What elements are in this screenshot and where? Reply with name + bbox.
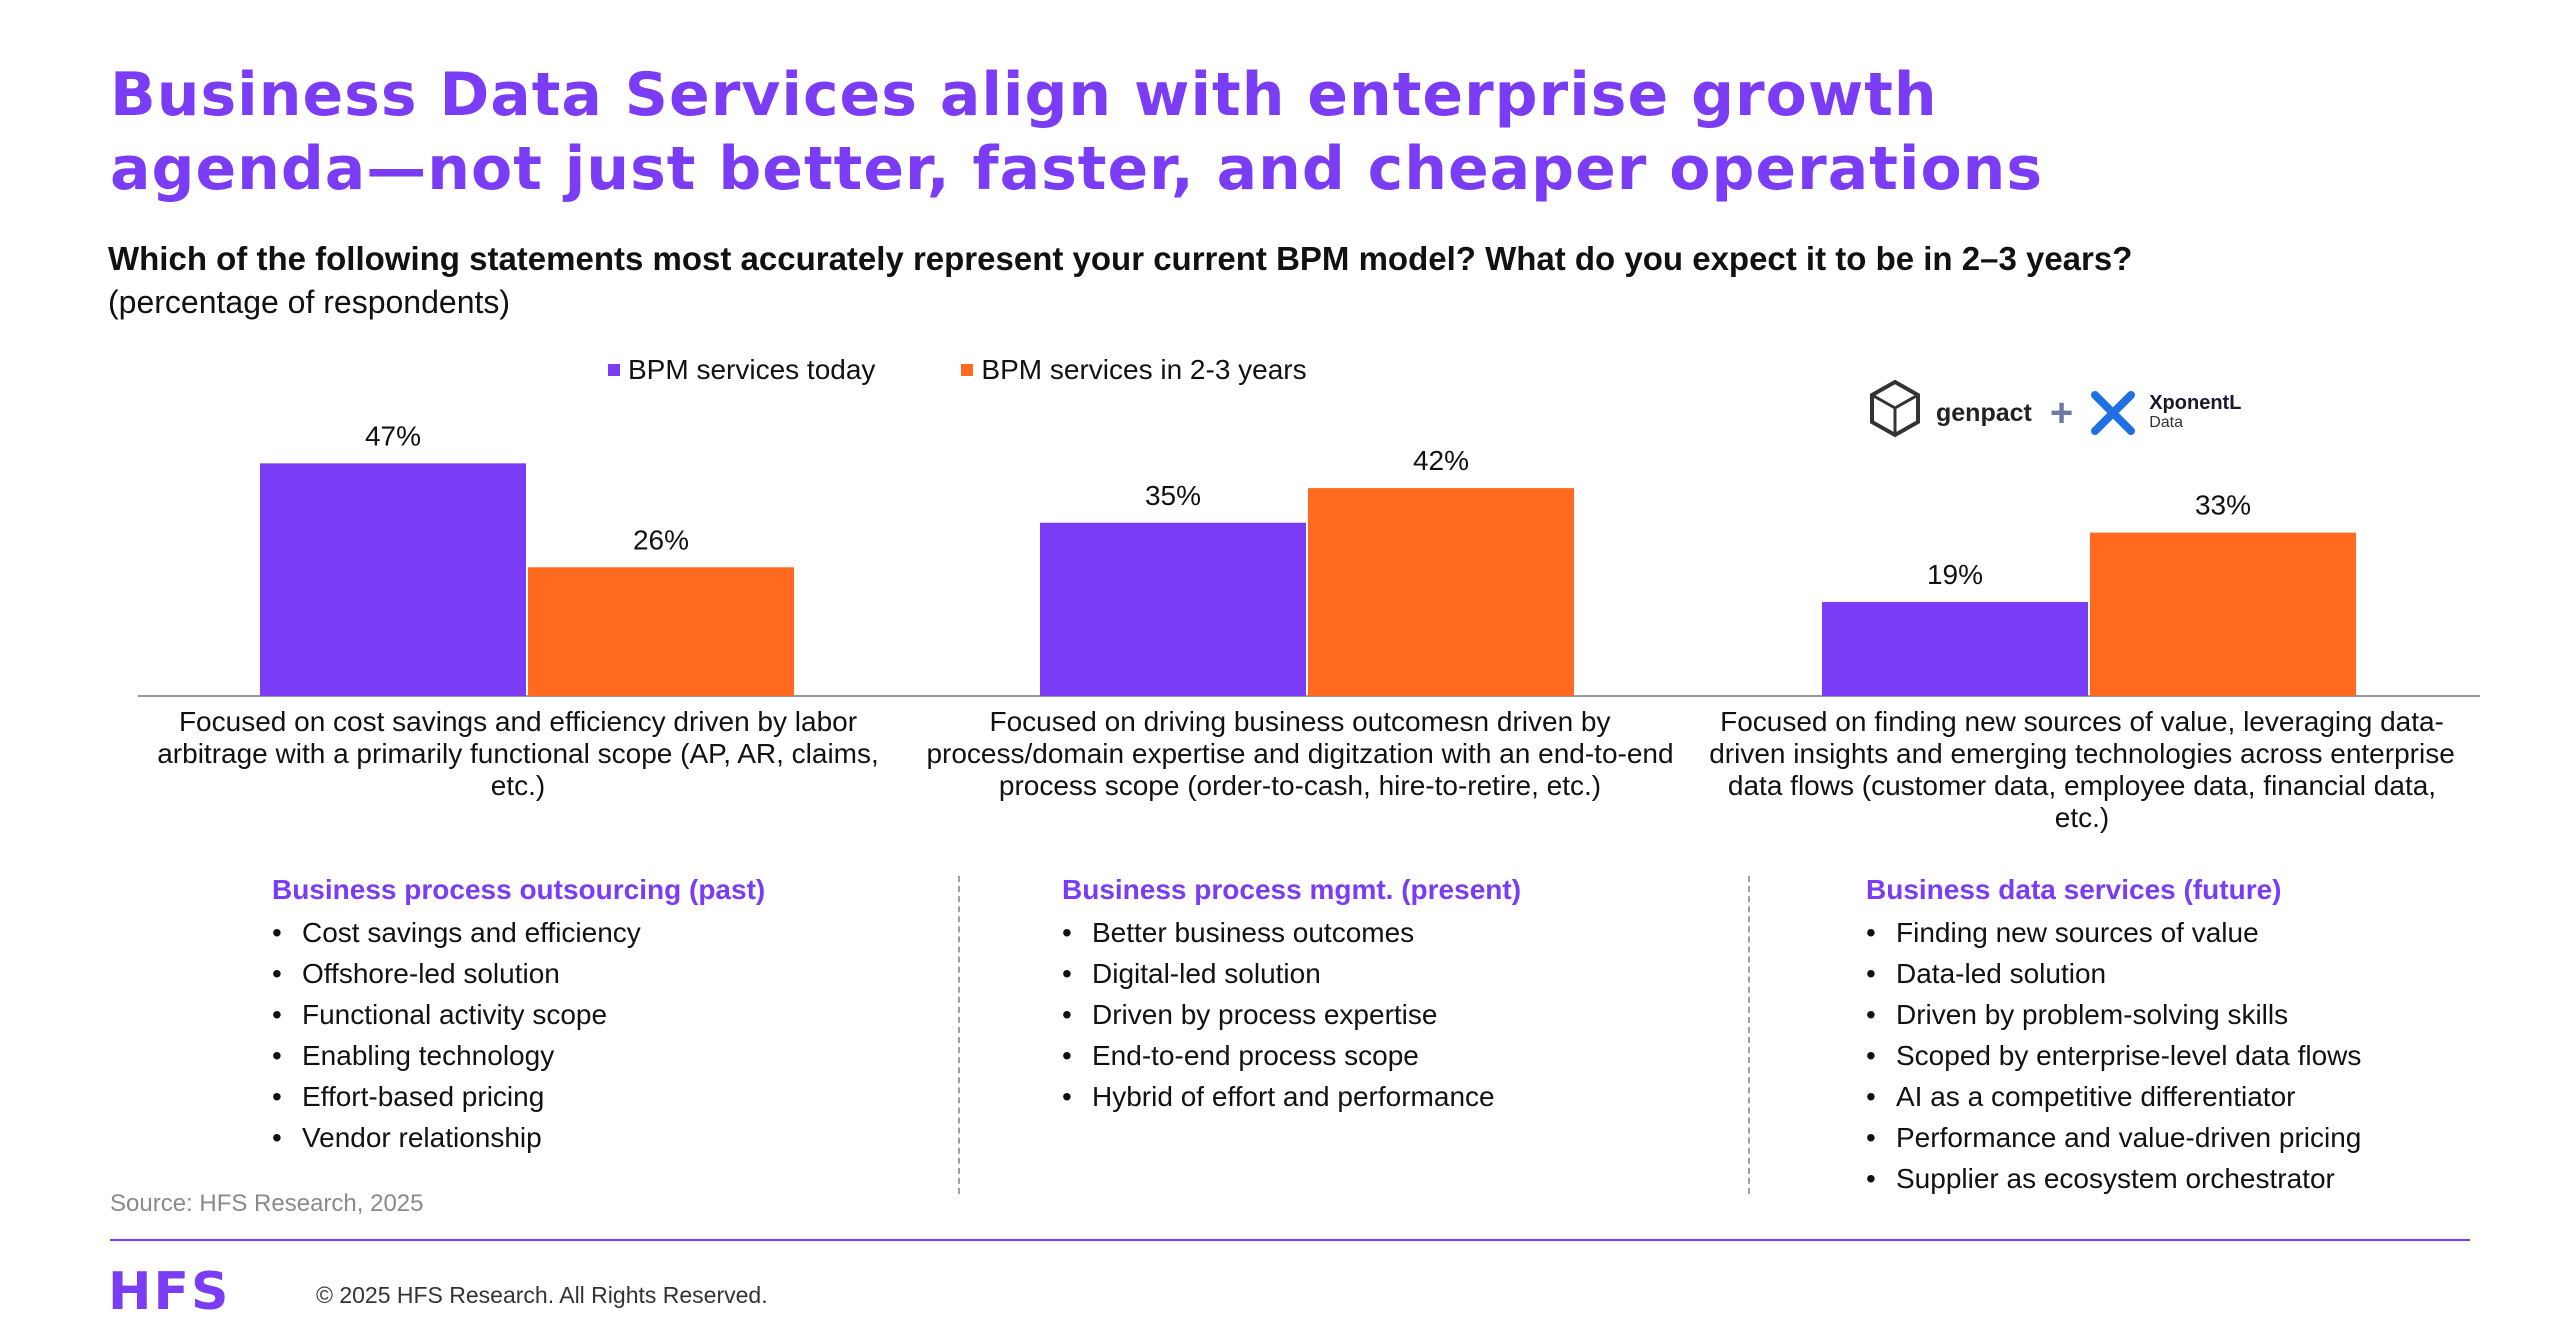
list-item: Digital-led solution bbox=[1062, 953, 1622, 994]
bar-today-1 bbox=[260, 463, 526, 696]
genpact-logo-icon bbox=[1870, 379, 1920, 438]
survey-subquestion: (percentage of respondents) bbox=[108, 284, 511, 320]
column-title-past: Business process outsourcing (past) bbox=[272, 874, 766, 905]
column-title-present: Business process mgmt. (present) bbox=[1062, 874, 1522, 905]
xponentl-data: Data bbox=[2149, 414, 2184, 431]
bar-today-2 bbox=[1040, 522, 1306, 696]
list-item: Offshore-led solution bbox=[272, 953, 832, 994]
category-label-3: Focused on finding new sources of value,… bbox=[1709, 706, 2455, 833]
data-label-future-1: 26% bbox=[633, 524, 689, 555]
list-item: Hybrid of effort and performance bbox=[1062, 1076, 1622, 1117]
data-label-future-3: 33% bbox=[2195, 490, 2251, 521]
bar-today-3 bbox=[1822, 601, 2088, 696]
list-item: End-to-end process scope bbox=[1062, 1035, 1622, 1076]
source-note: Source: HFS Research, 2025 bbox=[110, 1190, 424, 1217]
hfs-logo: HFS bbox=[108, 1262, 231, 1322]
column-list-future: Finding new sources of value Data-led so… bbox=[1866, 912, 2426, 1199]
legend-label-future: BPM services in 2-3 years bbox=[981, 354, 1307, 385]
bar-future-2 bbox=[1308, 488, 1574, 696]
xponentl-logo-icon bbox=[2091, 391, 2136, 435]
list-item: Finding new sources of value bbox=[1866, 912, 2426, 953]
copyright-text: © 2025 HFS Research. All Rights Reserved… bbox=[316, 1282, 768, 1308]
chart-legend: BPM services today BPM services in 2-3 y… bbox=[608, 354, 1307, 386]
column-future: Business data services (future) Finding … bbox=[1866, 874, 2426, 1199]
legend-swatch-future bbox=[961, 364, 974, 376]
column-past: Business process outsourcing (past) Cost… bbox=[272, 874, 832, 1158]
list-item: Driven by process expertise bbox=[1062, 994, 1622, 1035]
legend-item-today: BPM services today bbox=[608, 354, 875, 386]
survey-question: Which of the following statements most a… bbox=[108, 240, 2133, 277]
partner-logos: genpact + XponentL Data bbox=[1868, 378, 2241, 448]
column-list-present: Better business outcomes Digital-led sol… bbox=[1062, 912, 1622, 1117]
column-title-future: Business data services (future) bbox=[1866, 874, 2282, 905]
list-item: Performance and value-driven pricing bbox=[1866, 1117, 2426, 1158]
xponentl-logo-text: XponentL Data bbox=[2149, 393, 2241, 433]
list-item: Effort-based pricing bbox=[272, 1076, 832, 1117]
footer-rule bbox=[110, 1239, 2470, 1241]
list-item: Vendor relationship bbox=[272, 1117, 832, 1158]
legend-item-future: BPM services in 2-3 years bbox=[961, 354, 1307, 386]
legend-label-today: BPM services today bbox=[628, 354, 876, 385]
bar-future-3 bbox=[2090, 532, 2356, 696]
slide-title: Business Data Services align with enterp… bbox=[110, 58, 2510, 206]
plus-icon: + bbox=[2049, 390, 2074, 435]
data-label-today-1: 47% bbox=[365, 420, 421, 451]
list-item: Better business outcomes bbox=[1062, 912, 1622, 953]
list-item: Data-led solution bbox=[1866, 953, 2426, 994]
xponentl-name: XponentL bbox=[2149, 392, 2242, 414]
category-label-1: Focused on cost savings and efficiency d… bbox=[157, 706, 879, 801]
data-label-today-2: 35% bbox=[1145, 480, 1201, 511]
bar-chart: 47% 26% 35% 42% 19% 33% bbox=[138, 420, 2480, 697]
list-item: Enabling technology bbox=[272, 1035, 832, 1076]
list-item: Functional activity scope bbox=[272, 994, 832, 1035]
title-line-2: agenda—not just better, faster, and chea… bbox=[110, 134, 2044, 204]
column-divider bbox=[1748, 876, 1750, 1194]
column-divider bbox=[958, 876, 960, 1194]
bar-future-1 bbox=[528, 567, 794, 696]
list-item: Scoped by enterprise-level data flows bbox=[1866, 1035, 2426, 1076]
genpact-logo-text: genpact bbox=[1936, 398, 2032, 427]
data-label-today-3: 19% bbox=[1927, 559, 1983, 590]
column-list-past: Cost savings and efficiency Offshore-led… bbox=[272, 912, 832, 1158]
list-item: Driven by problem-solving skills bbox=[1866, 994, 2426, 1035]
category-label-2: Focused on driving business outcomesn dr… bbox=[926, 706, 1674, 801]
list-item: AI as a competitive differentiator bbox=[1866, 1076, 2426, 1117]
title-line-1: Business Data Services align with enterp… bbox=[110, 60, 1938, 130]
legend-swatch-today bbox=[608, 364, 620, 376]
list-item: Supplier as ecosystem orchestrator bbox=[1866, 1158, 2426, 1199]
list-item: Cost savings and efficiency bbox=[272, 912, 832, 953]
data-label-future-2: 42% bbox=[1413, 445, 1469, 476]
column-present: Business process mgmt. (present) Better … bbox=[1062, 874, 1622, 1117]
